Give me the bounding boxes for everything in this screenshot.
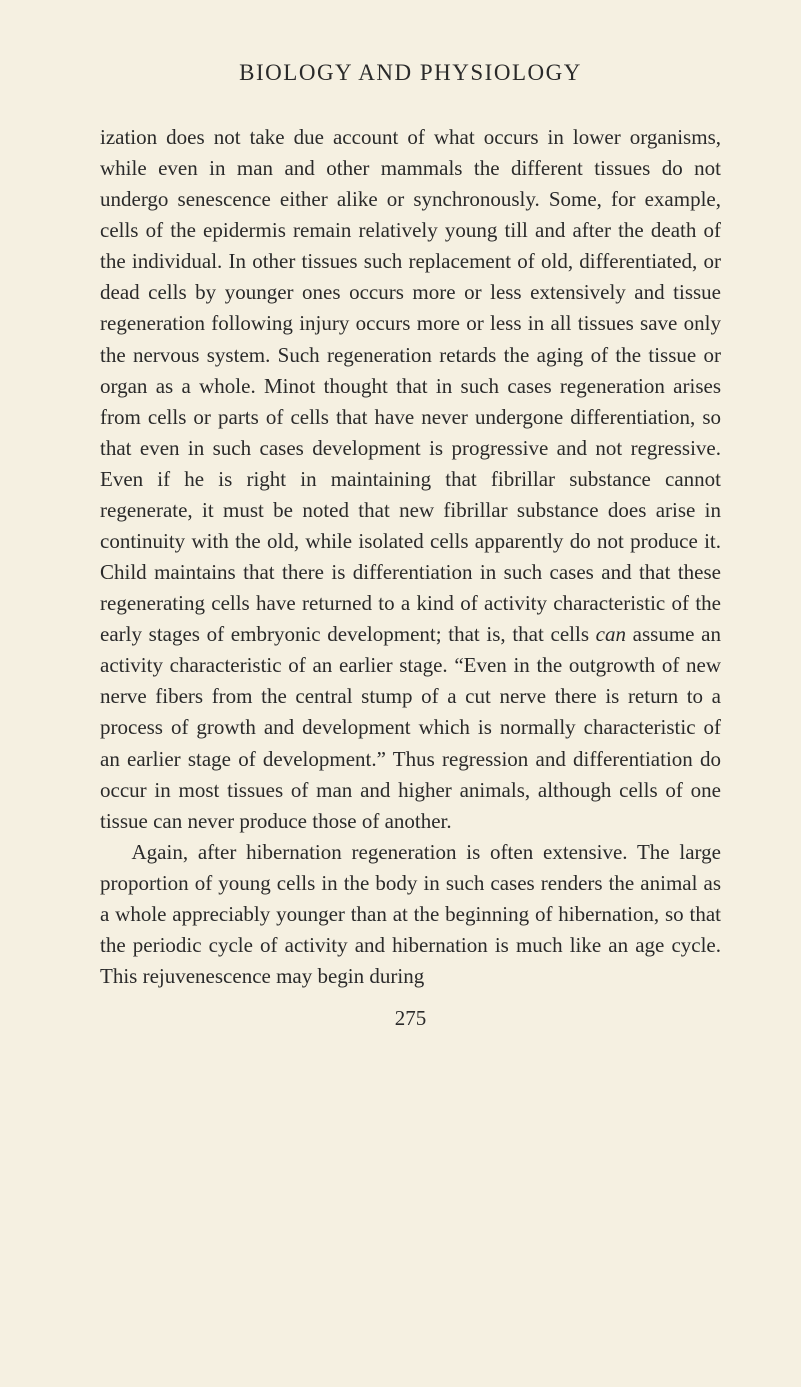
page-number: 275	[100, 1006, 721, 1031]
italic-word: can	[596, 622, 626, 646]
book-page: BIOLOGY AND PHYSIOLOGY ization does not …	[0, 0, 801, 1387]
body-paragraph: ization does not take due account of wha…	[100, 122, 721, 992]
paragraph-1-part-1: ization does not take due account of wha…	[100, 125, 721, 646]
paragraph-1-part-2: assume an activity characteristic of an …	[100, 622, 721, 832]
paragraph-2: Again, after hibernation regeneration is…	[100, 837, 721, 992]
page-header: BIOLOGY AND PHYSIOLOGY	[100, 60, 721, 86]
